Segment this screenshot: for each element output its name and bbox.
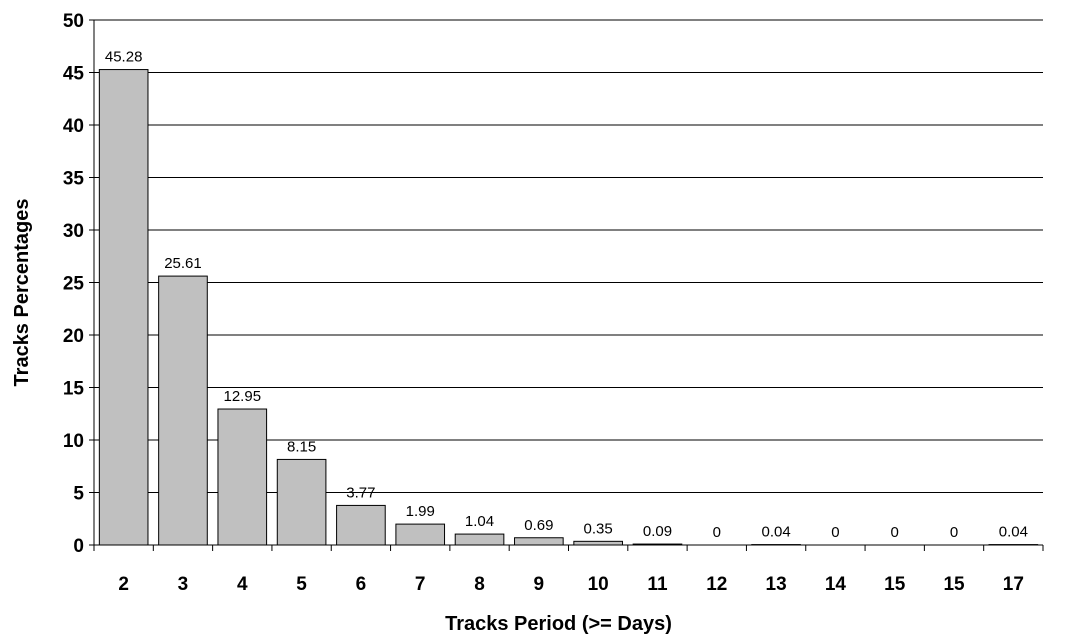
x-tick-label-11: 13 [766, 574, 787, 595]
x-tick-label-10: 12 [706, 574, 727, 595]
bar-6 [454, 533, 505, 546]
data-label-6: 1.04 [465, 513, 494, 530]
data-label-9: 0.09 [643, 523, 672, 540]
y-tick-label-5: 5 [73, 484, 84, 505]
bar-0 [98, 69, 149, 546]
y-tick-label-40: 40 [63, 116, 84, 137]
y-tick-label-45: 45 [63, 64, 85, 85]
data-label-13: 0 [891, 524, 899, 541]
data-label-11: 0.04 [761, 524, 790, 541]
axes [89, 19, 1044, 551]
x-tick-label-6: 8 [474, 574, 485, 595]
x-tick-label-5: 7 [415, 574, 426, 595]
y-axis-title: Tracks Percentages [11, 199, 33, 387]
x-tick-label-2: 4 [237, 574, 248, 595]
data-label-0: 45.28 [105, 49, 143, 66]
x-tick-label-12: 14 [825, 574, 847, 595]
bar-5 [395, 523, 446, 546]
x-tick-label-7: 9 [534, 574, 545, 595]
data-label-10: 0 [713, 524, 721, 541]
data-label-5: 1.99 [406, 503, 435, 520]
x-tick-labels: 2 3 4 5 6 7 8 9 10 11 12 13 14 15 15 17 [118, 574, 1024, 595]
data-label-4: 3.77 [346, 484, 375, 501]
bar-4 [336, 504, 386, 546]
bars [98, 69, 1039, 546]
data-label-8: 0.35 [584, 520, 613, 537]
bar-8 [573, 540, 623, 546]
y-tick-label-25: 25 [63, 274, 85, 295]
data-labels: 45.28 25.61 12.95 8.15 3.77 1.99 1.04 0.69 0.35 0… [105, 49, 1028, 541]
x-tick-label-14: 15 [943, 574, 965, 595]
y-tick-label-15: 15 [63, 379, 85, 400]
bar-2 [217, 408, 268, 546]
y-tick-label-10: 10 [63, 431, 84, 452]
x-tick-label-13: 15 [884, 574, 906, 595]
x-tick-label-3: 5 [296, 574, 307, 595]
x-tick-label-9: 11 [647, 574, 668, 595]
x-tick-label-15: 17 [1003, 574, 1024, 595]
x-tick-label-1: 3 [178, 574, 189, 595]
bar-1 [158, 275, 208, 546]
x-tick-label-8: 10 [588, 574, 609, 595]
y-tick-labels: 0 5 10 15 20 25 30 35 40 45 50 [63, 11, 85, 557]
bar-3 [276, 458, 327, 546]
data-label-12: 0 [831, 524, 839, 541]
x-axis-title: Tracks Period (>= Days) [445, 613, 672, 635]
data-label-2: 12.95 [224, 388, 262, 405]
data-label-15: 0.04 [999, 524, 1028, 541]
x-tick-label-4: 6 [356, 574, 367, 595]
y-tick-label-0: 0 [73, 536, 84, 557]
y-tick-label-30: 30 [63, 221, 84, 242]
data-label-3: 8.15 [287, 438, 316, 455]
y-tick-label-50: 50 [63, 11, 84, 32]
data-label-7: 0.69 [524, 517, 553, 534]
data-label-14: 0 [950, 524, 958, 541]
y-tick-label-20: 20 [63, 326, 84, 347]
y-tick-label-35: 35 [63, 169, 85, 190]
bar-7 [514, 537, 564, 546]
data-label-1: 25.61 [164, 255, 202, 272]
x-tick-label-0: 2 [118, 574, 129, 595]
